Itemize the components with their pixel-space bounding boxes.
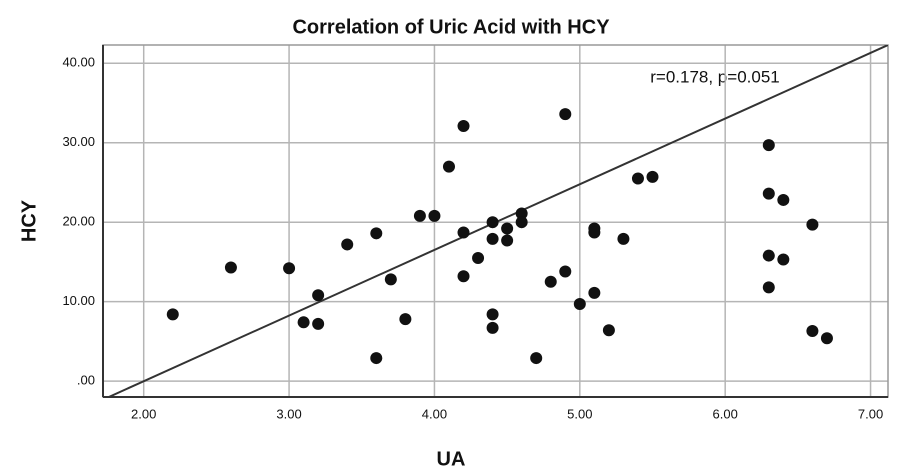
point xyxy=(283,262,296,275)
point xyxy=(486,232,499,245)
point xyxy=(820,332,833,345)
point xyxy=(472,251,485,264)
point xyxy=(457,226,470,239)
point xyxy=(762,249,775,262)
point xyxy=(646,170,659,183)
point xyxy=(501,222,514,235)
point xyxy=(486,321,499,334)
point xyxy=(544,275,557,288)
point xyxy=(762,139,775,152)
y-tick-label: 40.00 xyxy=(62,55,95,70)
point xyxy=(559,265,572,278)
point xyxy=(602,324,615,337)
point xyxy=(777,193,790,206)
point xyxy=(341,238,354,251)
point xyxy=(777,253,790,266)
x-tick-label: 7.00 xyxy=(858,406,883,421)
point xyxy=(370,352,383,365)
point xyxy=(588,226,601,239)
y-tick-label: .00 xyxy=(77,373,95,388)
chart-title: Correlation of Uric Acid with HCY xyxy=(292,16,610,38)
y-axis-label: HCY xyxy=(18,199,40,242)
point xyxy=(515,216,528,229)
annotation: r=0.178, p=0.051 xyxy=(650,67,780,86)
point xyxy=(762,187,775,200)
x-tick-label: 2.00 xyxy=(131,406,156,421)
point xyxy=(457,270,470,283)
point xyxy=(573,298,586,311)
y-tick-label: 20.00 xyxy=(62,214,95,229)
point xyxy=(806,218,819,231)
point xyxy=(588,286,601,299)
point xyxy=(428,209,441,222)
x-tick-label: 6.00 xyxy=(713,406,738,421)
point xyxy=(413,209,426,222)
point xyxy=(530,352,543,365)
x-tick-label: 4.00 xyxy=(422,406,447,421)
point xyxy=(501,234,514,247)
point xyxy=(384,273,397,286)
y-tick-label: 30.00 xyxy=(62,134,95,149)
point xyxy=(617,232,630,245)
x-tick-label: 3.00 xyxy=(276,406,301,421)
point xyxy=(559,108,572,121)
point xyxy=(762,281,775,294)
x-axis-label: UA xyxy=(437,448,466,470)
point xyxy=(631,172,644,185)
point xyxy=(486,308,499,321)
point xyxy=(312,317,325,330)
point xyxy=(370,227,383,240)
point xyxy=(297,316,310,329)
point xyxy=(312,289,325,302)
point xyxy=(224,261,237,274)
point xyxy=(806,325,819,338)
point xyxy=(457,120,470,133)
point xyxy=(166,308,179,321)
point xyxy=(399,313,412,326)
point xyxy=(442,160,455,173)
y-tick-label: 10.00 xyxy=(62,293,95,308)
point xyxy=(515,207,528,220)
x-tick-label: 5.00 xyxy=(567,406,592,421)
point xyxy=(486,216,499,229)
